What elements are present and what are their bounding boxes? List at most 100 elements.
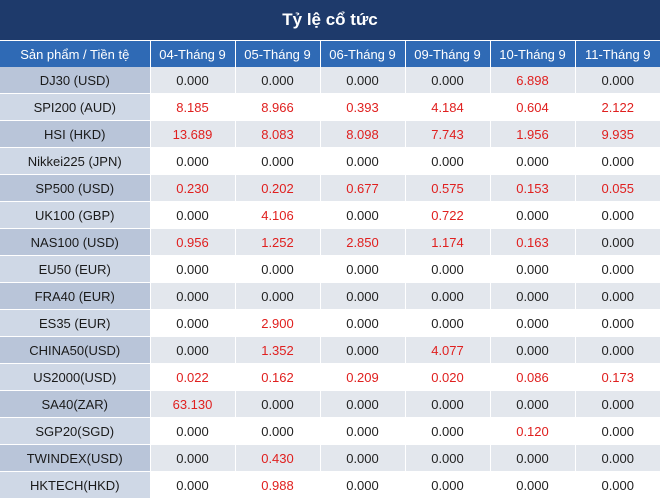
table-row: ES35 (EUR) 0.000 2.900 0.000 0.000 0.000 0.000 (0, 309, 660, 337)
table-row: SA40(ZAR) 63.130 0.000 0.000 0.000 0.000 0.000 (0, 390, 660, 418)
product-cell: CHINA50(USD) (0, 336, 151, 364)
product-cell: Nikkei225 (JPN) (0, 147, 151, 175)
column-header-date: 06-Tháng 9 (320, 41, 406, 67)
dividend-value-cell: 0.000 (405, 282, 491, 310)
product-cell: SA40(ZAR) (0, 390, 151, 418)
dividend-value-cell: 0.086 (490, 363, 576, 391)
product-cell: UK100 (GBP) (0, 201, 151, 229)
dividend-value-cell: 0.000 (320, 67, 406, 94)
dividend-value-cell: 0.000 (150, 147, 236, 175)
product-cell: HSI (HKD) (0, 120, 151, 148)
dividend-value-cell: 0.230 (150, 174, 236, 202)
dividend-value-cell: 2.850 (320, 228, 406, 256)
dividend-value-cell: 0.000 (405, 147, 491, 175)
dividend-value-cell: 2.122 (575, 93, 660, 121)
dividend-value-cell: 0.000 (405, 471, 491, 499)
dividend-value-cell: 0.677 (320, 174, 406, 202)
dividend-value-cell: 0.000 (490, 309, 576, 337)
dividend-value-cell: 0.000 (320, 201, 406, 229)
table-row: TWINDEX(USD) 0.000 0.430 0.000 0.000 0.000 0.0… (0, 444, 660, 472)
dividend-value-cell: 0.000 (490, 147, 576, 175)
product-cell: DJ30 (USD) (0, 67, 151, 94)
product-cell: EU50 (EUR) (0, 255, 151, 283)
dividend-value-cell: 0.000 (490, 282, 576, 310)
dividend-value-cell: 7.743 (405, 120, 491, 148)
dividend-value-cell: 0.000 (320, 255, 406, 283)
dividend-value-cell: 0.000 (235, 417, 321, 445)
dividend-value-cell: 6.898 (490, 67, 576, 94)
column-header-date: 09-Tháng 9 (405, 41, 491, 67)
column-header-date: 10-Tháng 9 (490, 41, 576, 67)
table-row: NAS100 (USD) 0.956 1.252 2.850 1.174 0.163 0.0… (0, 228, 660, 256)
column-header-date: 05-Tháng 9 (235, 41, 321, 67)
dividend-value-cell: 0.000 (150, 67, 236, 94)
dividend-value-cell: 0.000 (405, 417, 491, 445)
product-cell: US2000(USD) (0, 363, 151, 391)
dividend-value-cell: 0.000 (575, 67, 660, 94)
dividend-value-cell: 0.000 (235, 67, 321, 94)
dividend-value-cell: 0.000 (490, 390, 576, 418)
table-row: DJ30 (USD) 0.000 0.000 0.000 0.000 6.898 0.000 (0, 67, 660, 94)
product-cell: HKTECH(HKD) (0, 471, 151, 499)
dividend-value-cell: 0.000 (575, 147, 660, 175)
dividend-value-cell: 0.020 (405, 363, 491, 391)
dividend-value-cell: 0.000 (320, 471, 406, 499)
table-row: EU50 (EUR) 0.000 0.000 0.000 0.000 0.000 0.000 (0, 255, 660, 283)
table-row: HSI (HKD) 13.689 8.083 8.098 7.743 1.956 9.935 (0, 120, 660, 148)
dividend-value-cell: 0.000 (320, 390, 406, 418)
dividend-value-cell: 0.000 (150, 309, 236, 337)
table-row: US2000(USD) 0.022 0.162 0.209 0.020 0.086 0.17… (0, 363, 660, 391)
dividend-value-cell: 0.000 (575, 309, 660, 337)
dividend-value-cell: 8.185 (150, 93, 236, 121)
dividend-value-cell: 0.000 (405, 444, 491, 472)
product-cell: SPI200 (AUD) (0, 93, 151, 121)
dividend-value-cell: 8.098 (320, 120, 406, 148)
dividend-value-cell: 0.000 (575, 444, 660, 472)
dividend-value-cell: 0.173 (575, 363, 660, 391)
dividend-value-cell: 0.000 (490, 201, 576, 229)
dividend-value-cell: 0.000 (150, 282, 236, 310)
product-cell: NAS100 (USD) (0, 228, 151, 256)
dividend-value-cell: 0.000 (150, 471, 236, 499)
dividend-value-cell: 0.000 (150, 201, 236, 229)
dividend-value-cell: 0.000 (150, 444, 236, 472)
product-cell: TWINDEX(USD) (0, 444, 151, 472)
table-row: CHINA50(USD) 0.000 1.352 0.000 4.077 0.000 0.0… (0, 336, 660, 364)
dividend-value-cell: 0.000 (575, 255, 660, 283)
product-cell: SP500 (USD) (0, 174, 151, 202)
dividend-value-cell: 0.000 (150, 417, 236, 445)
product-cell: FRA40 (EUR) (0, 282, 151, 310)
dividend-value-cell: 0.000 (575, 336, 660, 364)
dividend-value-cell: 0.202 (235, 174, 321, 202)
dividend-value-cell: 0.000 (150, 255, 236, 283)
dividend-value-cell: 0.000 (405, 255, 491, 283)
table-body: DJ30 (USD) 0.000 0.000 0.000 0.000 6.898 0.000… (0, 67, 660, 499)
dividend-value-cell: 2.900 (235, 309, 321, 337)
table-row: SPI200 (AUD) 8.185 8.966 0.393 4.184 0.604 2.1… (0, 93, 660, 121)
dividend-value-cell: 0.055 (575, 174, 660, 202)
dividend-value-cell: 0.000 (320, 147, 406, 175)
table-row: SP500 (USD) 0.230 0.202 0.677 0.575 0.153 0.05… (0, 174, 660, 202)
dividend-value-cell: 8.966 (235, 93, 321, 121)
table-row: FRA40 (EUR) 0.000 0.000 0.000 0.000 0.000 0.00… (0, 282, 660, 310)
table-row: HKTECH(HKD) 0.000 0.988 0.000 0.000 0.000 0.00… (0, 471, 660, 499)
dividend-value-cell: 0.153 (490, 174, 576, 202)
dividend-value-cell: 0.000 (405, 390, 491, 418)
dividend-value-cell: 8.083 (235, 120, 321, 148)
dividend-value-cell: 0.000 (490, 471, 576, 499)
dividend-value-cell: 0.988 (235, 471, 321, 499)
dividend-value-cell: 0.000 (320, 444, 406, 472)
column-header-product: Sản phẩm / Tiền tệ (0, 41, 151, 67)
dividend-value-cell: 0.000 (575, 471, 660, 499)
dividend-value-cell: 4.077 (405, 336, 491, 364)
dividend-value-cell: 0.000 (490, 255, 576, 283)
dividend-value-cell: 1.174 (405, 228, 491, 256)
dividend-value-cell: 0.120 (490, 417, 576, 445)
table-row: UK100 (GBP) 0.000 4.106 0.000 0.722 0.000 0.00… (0, 201, 660, 229)
dividend-value-cell: 0.000 (150, 336, 236, 364)
table-row: SGP20(SGD) 0.000 0.000 0.000 0.000 0.120 0.000 (0, 417, 660, 445)
dividend-value-cell: 1.352 (235, 336, 321, 364)
dividend-value-cell: 0.000 (490, 336, 576, 364)
dividend-value-cell: 0.000 (235, 390, 321, 418)
